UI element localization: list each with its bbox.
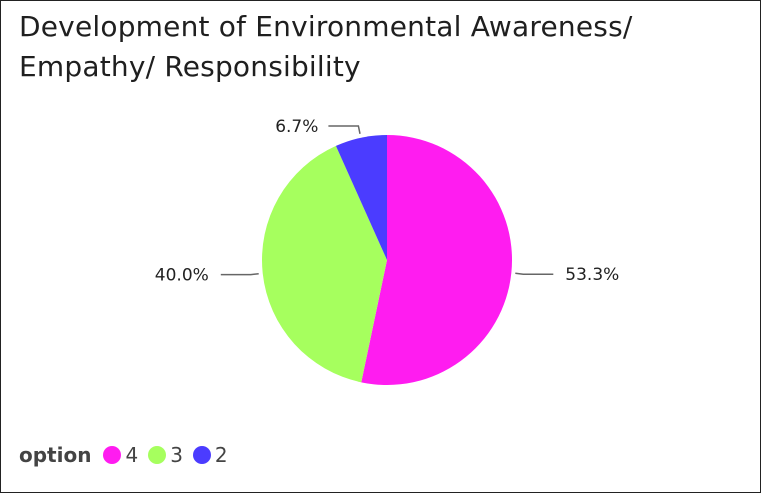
legend-title: option <box>19 443 92 467</box>
leader-lines <box>220 125 554 276</box>
chart-title: Development of Environmental Awareness/ … <box>19 10 633 83</box>
legend-label-2: 2 <box>214 443 228 467</box>
pie-slices <box>262 135 513 385</box>
legend-swatch-2 <box>192 446 211 464</box>
slice-label-4: 53.3% <box>565 265 619 285</box>
slice-labels: 53.3% 40.0% 6.7% <box>155 117 620 286</box>
slice-label-2: 6.7% <box>275 117 318 137</box>
leader-line-3 <box>220 273 259 276</box>
pie-slice-2[interactable] <box>335 135 387 260</box>
pie-chart: 53.3% 40.0% 6.7% <box>155 117 620 385</box>
pie-slice-3[interactable] <box>262 145 387 383</box>
legend-item-3[interactable]: 3 <box>148 443 183 467</box>
slice-label-3: 40.0% <box>155 266 209 286</box>
legend-item-4[interactable]: 4 <box>103 443 138 467</box>
legend-swatch-4 <box>103 446 122 464</box>
legend-item-2[interactable]: 2 <box>192 443 228 467</box>
leader-line-4 <box>515 272 554 275</box>
leader-line-2 <box>328 125 361 134</box>
legend-label-3: 3 <box>170 443 183 467</box>
legend-swatch-3 <box>148 446 167 464</box>
legend: option 4 3 2 <box>19 441 238 469</box>
legend-label-4: 4 <box>125 443 139 467</box>
pie-slice-4[interactable] <box>361 135 513 385</box>
